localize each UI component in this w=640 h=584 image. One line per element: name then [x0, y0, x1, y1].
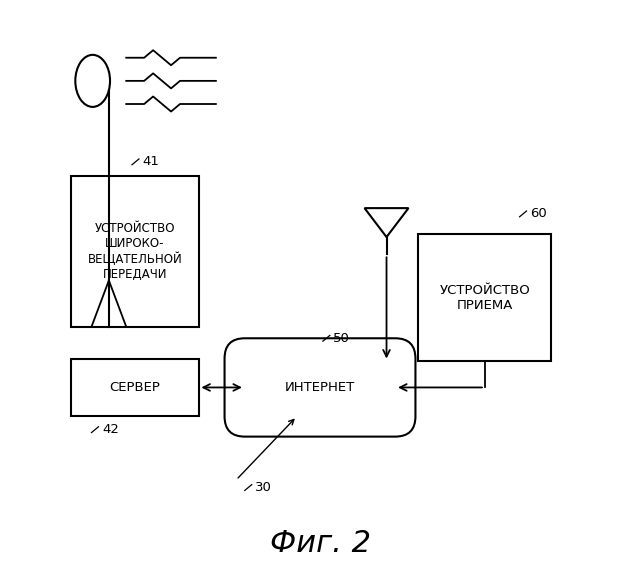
Text: Фиг. 2: Фиг. 2 — [269, 529, 371, 558]
FancyBboxPatch shape — [225, 338, 415, 437]
Text: СЕРВЕР: СЕРВЕР — [109, 381, 161, 394]
Text: УСТРОЙСТВО
ШИРОКО-
ВЕЩАТЕЛЬНОЙ
ПЕРЕДАЧИ: УСТРОЙСТВО ШИРОКО- ВЕЩАТЕЛЬНОЙ ПЕРЕДАЧИ — [88, 223, 182, 281]
Text: 30: 30 — [255, 481, 272, 494]
Bar — [71, 176, 198, 326]
Polygon shape — [365, 208, 408, 237]
Text: 60: 60 — [530, 207, 547, 220]
Text: 50: 50 — [333, 332, 350, 345]
Text: ИНТЕРНЕТ: ИНТЕРНЕТ — [285, 381, 355, 394]
Bar — [419, 234, 552, 361]
Text: УСТРОЙСТВО
ПРИЕМА: УСТРОЙСТВО ПРИЕМА — [440, 284, 530, 312]
Text: 42: 42 — [102, 423, 119, 436]
Ellipse shape — [76, 55, 110, 107]
Text: 41: 41 — [143, 155, 159, 168]
Bar — [71, 359, 198, 416]
